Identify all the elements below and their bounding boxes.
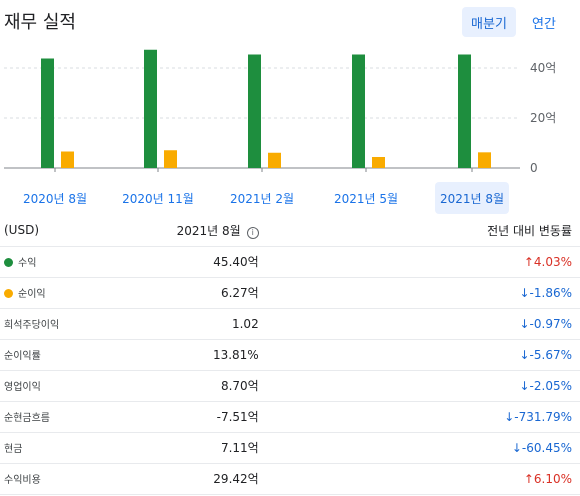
currency-header: (USD) (0, 215, 80, 247)
metric-value: 29.42억 (79, 463, 455, 495)
annual-toggle-button[interactable]: 연간 (532, 16, 556, 32)
y-tick-label: 20억 (530, 111, 556, 125)
period-header: 2021년 8월 i (79, 215, 455, 247)
table-row: 순현금흐름 -7.51억 ↓-731.79% (0, 401, 580, 433)
info-icon[interactable]: i (246, 226, 259, 239)
metric-label: 수익비용 (0, 463, 80, 495)
metric-label: 순이익률 (0, 339, 80, 371)
metric-value: 6.27억 (79, 277, 455, 309)
metric-change: ↓-731.79% (454, 401, 580, 433)
period-button[interactable]: 2020년 8월 (22, 191, 88, 206)
metric-label: 희석주당이익 (0, 308, 80, 340)
metric-change: ↓-1.86% (454, 277, 580, 309)
legend-dot-icon (4, 258, 13, 267)
revenue-bar (458, 54, 471, 168)
table-header-row: (USD) 2021년 8월 i 전년 대비 변동률 (0, 215, 580, 247)
metric-value: -7.51억 (79, 401, 455, 433)
net-income-bar (478, 152, 491, 168)
revenue-bar (144, 49, 157, 168)
period-header-label: 2021년 8월 (176, 223, 241, 238)
table-row: 순이익 6.27억 ↓-1.86% (0, 277, 580, 309)
table-row: 수익 45.40억 ↑4.03% (0, 246, 580, 278)
metric-change: ↑6.10% (454, 463, 580, 495)
period-button[interactable]: 2021년 8월 (435, 182, 509, 214)
table-row: 영업이익 8.70억 ↓-2.05% (0, 370, 580, 402)
metric-value: 45.40억 (79, 246, 455, 278)
metric-change: ↓-60.45% (454, 432, 580, 464)
page-title: 재무 실적 (4, 12, 76, 33)
metric-change: ↓-2.05% (454, 370, 580, 402)
metric-label: 영업이익 (0, 370, 80, 402)
table-row: 순이익률 13.81% ↓-5.67% (0, 339, 580, 371)
revenue-bar (41, 58, 54, 168)
metric-label: 현금 (0, 432, 80, 464)
table-row: 현금 7.11억 ↓-60.45% (0, 432, 580, 464)
metric-value: 13.81% (79, 339, 455, 371)
period-button[interactable]: 2020년 11월 (122, 191, 194, 206)
table-row: 희석주당이익 1.02 ↓-0.97% (0, 308, 580, 340)
metric-label: 순이익 (0, 277, 80, 309)
metric-value: 1.02 (79, 308, 455, 340)
legend-dot-icon (4, 289, 13, 298)
metric-change: ↓-5.67% (454, 339, 580, 371)
revenue-bar (352, 54, 365, 168)
net-income-bar (372, 157, 385, 168)
change-header: 전년 대비 변동률 (454, 215, 580, 247)
net-income-bar (61, 151, 74, 168)
metric-change: ↓-0.97% (454, 308, 580, 340)
metric-value: 7.11억 (79, 432, 455, 464)
period-button[interactable]: 2021년 2월 (229, 191, 295, 206)
quarterly-toggle-button[interactable]: 매분기 (462, 7, 516, 37)
metric-label: 수익 (0, 246, 80, 278)
table-row: 수익비용 29.42억 ↑6.10% (0, 463, 580, 495)
revenue-bar (248, 54, 261, 168)
y-tick-label: 40억 (530, 61, 556, 75)
net-income-bar (164, 150, 177, 168)
financials-table: (USD) 2021년 8월 i 전년 대비 변동률 수익 45.40억 ↑4.03%… (0, 215, 580, 495)
metric-label: 순현금흐름 (0, 401, 80, 433)
y-tick-label: 0 (530, 161, 538, 175)
financial-bar-chart: 0 20억 40억 (4, 49, 556, 175)
metric-value: 8.70억 (79, 370, 455, 402)
period-button[interactable]: 2021년 5월 (333, 191, 399, 206)
net-income-bar (268, 152, 281, 168)
metric-change: ↑4.03% (454, 246, 580, 278)
